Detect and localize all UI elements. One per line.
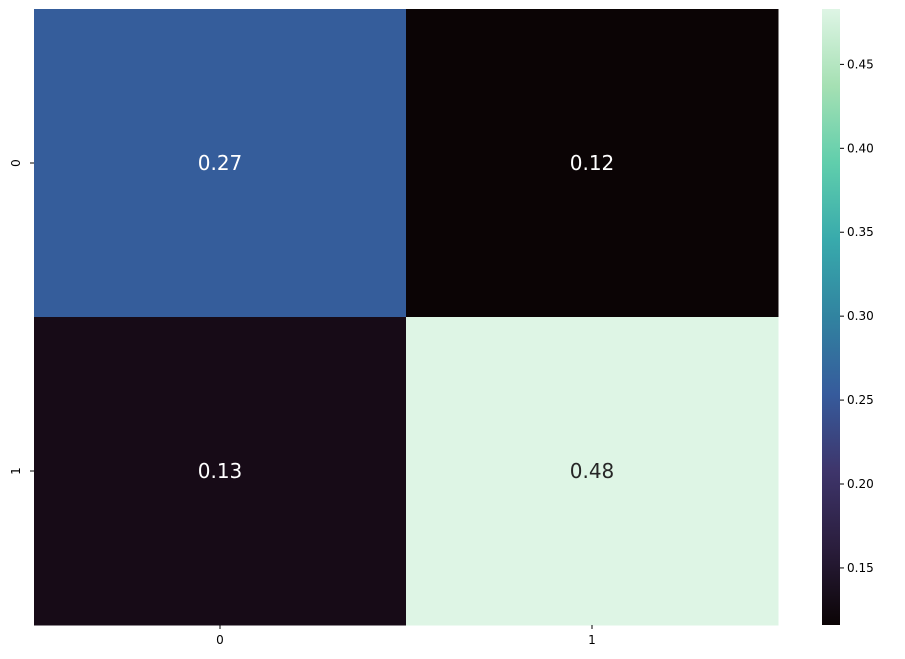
heatmap-cell bbox=[34, 9, 407, 318]
heatmap-cell bbox=[34, 317, 407, 626]
colorbar-tick-label: 0.20 bbox=[847, 477, 874, 491]
colorbar-tick-label: 0.45 bbox=[847, 57, 874, 71]
cell-annotation: 0.27 bbox=[198, 151, 243, 175]
cell-annotation: 0.12 bbox=[570, 151, 615, 175]
colorbar-tick-label: 0.25 bbox=[847, 393, 874, 407]
cell-annotation: 0.13 bbox=[198, 459, 243, 483]
y-tick-label: 1 bbox=[9, 467, 23, 475]
colorbar: 0.15 0.20 0.25 0.30 0.35 0.40 0.45 bbox=[822, 9, 874, 625]
x-tick-label: 1 bbox=[588, 633, 596, 647]
cell-annotation: 0.48 bbox=[570, 459, 615, 483]
colorbar-ramp bbox=[822, 9, 840, 625]
heatmap-cells bbox=[34, 9, 779, 626]
colorbar-tick-label: 0.40 bbox=[847, 141, 874, 155]
colorbar-tick-label: 0.15 bbox=[847, 561, 874, 575]
x-tick-label: 0 bbox=[216, 633, 224, 647]
y-tick-label: 0 bbox=[9, 159, 23, 167]
colorbar-tick-label: 0.30 bbox=[847, 309, 874, 323]
y-axis: 01 bbox=[9, 159, 34, 475]
heatmap-cell bbox=[406, 317, 779, 626]
heatmap-annotations: 0.27 0.12 0.13 0.48 bbox=[198, 151, 615, 483]
heatmap-cell bbox=[406, 9, 779, 318]
colorbar-tick-label: 0.35 bbox=[847, 225, 874, 239]
